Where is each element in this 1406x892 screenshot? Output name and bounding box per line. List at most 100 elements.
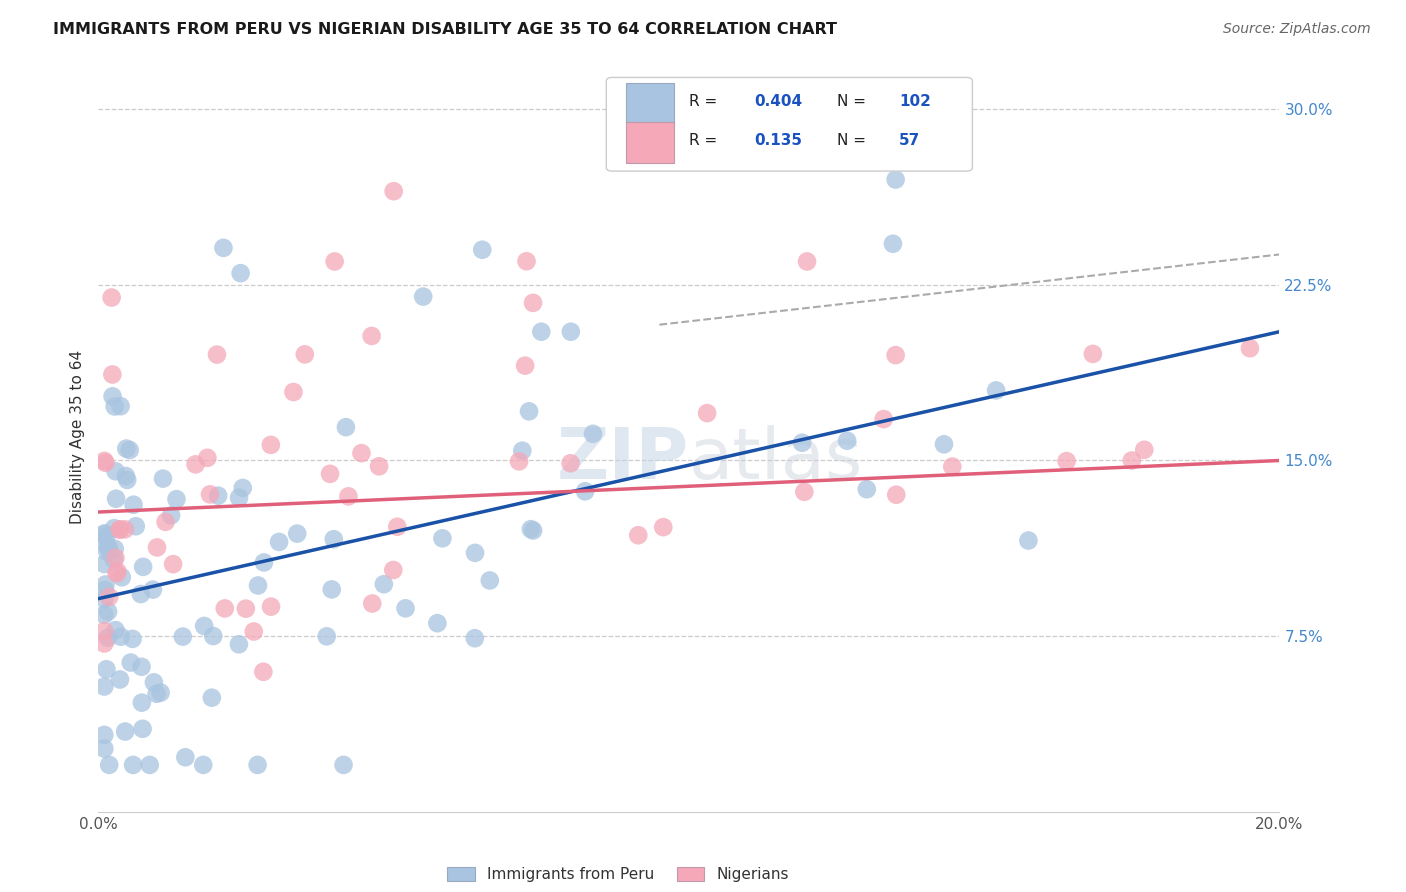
Point [252,665,274,679]
Point [322,532,344,546]
Point [394,601,416,615]
FancyBboxPatch shape [606,78,973,171]
Point [267,535,290,549]
Point [201,690,224,705]
Point [368,459,391,474]
Point [253,556,276,570]
Point [145,687,167,701]
Bar [626,83,673,124]
Legend: Immigrants from Peru, Nigerians: Immigrants from Peru, Nigerians [441,861,796,888]
Text: Source: ZipAtlas.com: Source: ZipAtlas.com [1223,22,1371,37]
Point [166,492,188,507]
Point [884,172,907,186]
Point [464,631,486,645]
Point [247,578,270,592]
Point [93,680,115,694]
Point [512,443,534,458]
Text: R =: R = [689,134,727,148]
Point [172,630,194,644]
Point [202,629,225,643]
Point [246,758,269,772]
Point [94,577,117,591]
Point [105,566,128,581]
Text: 102: 102 [900,94,931,109]
Point [103,521,125,535]
Point [197,450,219,465]
Point [574,484,596,499]
Point [96,545,118,559]
Point [104,400,127,414]
Point [114,469,136,483]
Point [100,291,122,305]
Point [160,508,183,523]
Text: 0.135: 0.135 [754,134,801,148]
Point [118,443,141,458]
Point [107,565,129,579]
Point [323,254,346,268]
Point [884,488,907,502]
Point [98,758,121,772]
Point [792,435,814,450]
Text: ZIP: ZIP [557,425,689,494]
Point [796,254,818,268]
Point [242,624,264,639]
Point [652,520,675,534]
Point [142,582,165,597]
Point [184,458,207,472]
Point [212,241,235,255]
Point [98,590,121,604]
Point [97,631,120,645]
Point [96,662,118,676]
Point [93,728,115,742]
Point [464,546,486,560]
Point [228,491,250,505]
Point [108,523,131,537]
Point [93,526,115,541]
Point [115,473,138,487]
Point [97,540,120,554]
Point [350,446,373,460]
Point [193,619,215,633]
Point [984,384,1007,398]
Point [412,289,434,303]
Point [515,254,537,268]
Point [530,325,553,339]
Point [162,557,184,571]
Point [129,587,152,601]
Point [560,325,582,339]
Bar [626,122,673,163]
Point [582,426,605,441]
Point [142,675,165,690]
Point [93,535,115,549]
Point [1121,453,1143,467]
Point [146,541,169,555]
Point [131,722,153,736]
Point [114,724,136,739]
Point [285,526,308,541]
Point [941,459,963,474]
Point [321,582,343,597]
Point [315,629,337,643]
Point [214,601,236,615]
Point [517,404,540,418]
Point [93,454,115,468]
Point [648,126,671,140]
Point [627,528,650,542]
Point [125,519,148,533]
Text: R =: R = [689,94,723,109]
Point [1133,442,1156,457]
Point [335,420,357,434]
Point [93,527,115,541]
Point [94,456,117,470]
Point [103,552,125,566]
Point [155,515,177,529]
Point [121,632,143,646]
Point [93,607,115,622]
Point [471,243,494,257]
Point [108,673,131,687]
Point [387,520,409,534]
Point [93,624,115,638]
Point [111,570,134,584]
Point [229,266,252,280]
Text: 57: 57 [900,134,921,148]
